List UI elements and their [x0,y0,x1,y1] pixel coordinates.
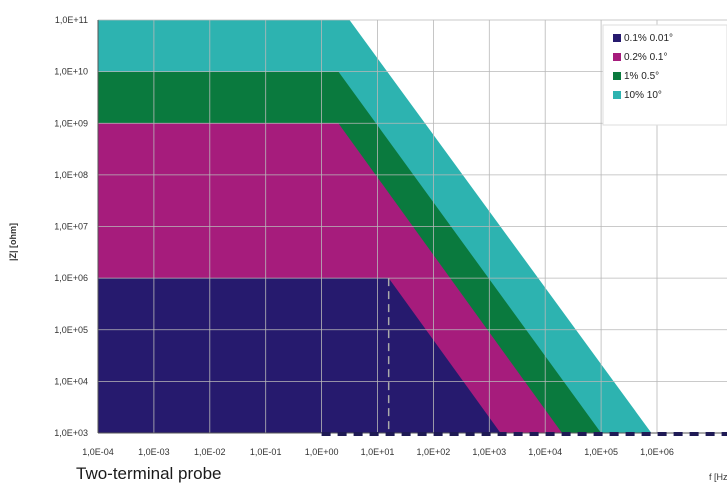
x-tick-label-3: 1,0E-01 [250,447,282,457]
dashed-guides [321,278,727,436]
legend-swatch-2 [613,72,621,80]
legend-swatch-1 [613,53,621,61]
y-tick-label-0: 1,0E+03 [54,428,88,438]
y-tick-label-5: 1,0E+08 [54,170,88,180]
y-tick-label-1: 1,0E+04 [54,376,88,386]
legend-label-1: 0.2% 0.1° [624,52,667,63]
x-tick-label-4: 1,0E+00 [305,447,339,457]
legend-label-0: 0.1% 0.01° [624,33,673,44]
x-tick-label-0: 1,0E-04 [82,447,114,457]
y-axis-label: |Z| [ohm] [8,223,18,261]
x-tick-labels: 1,0E-04 1,0E-03 1,0E-02 1,0E-01 1,0E+00 1,0E+… [82,447,674,457]
y-tick-labels: 1,0E+03 1,0E+04 1,0E+05 1,0E+06 1,0E+07 1,0E+… [54,15,88,438]
x-tick-label-8: 1,0E+04 [528,447,562,457]
legend: 0.1% 0.01° 0.2% 0.1° 1% 0.5° 10% 10° [602,24,727,126]
legend-box [602,24,727,126]
x-tick-label-2: 1,0E-02 [194,447,226,457]
legend-swatch-0 [613,34,621,42]
probe-caption: Two-terminal probe [76,464,222,483]
x-tick-label-5: 1,0E+01 [361,447,395,457]
legend-label-3: 10% 10° [624,90,662,101]
y-tick-label-4: 1,0E+07 [54,222,88,232]
x-tick-label-7: 1,0E+03 [472,447,506,457]
x-tick-label-10: 1,0E+06 [640,447,674,457]
y-tick-label-7: 1,0E+10 [54,67,88,77]
x-tick-label-1: 1,0E-03 [138,447,170,457]
x-axis-label: f [Hz] [709,472,727,482]
x-tick-label-6: 1,0E+02 [417,447,451,457]
y-tick-label-6: 1,0E+09 [54,118,88,128]
axes [97,20,727,434]
x-tick-label-9: 1,0E+05 [584,447,618,457]
y-tick-label-2: 1,0E+05 [54,325,88,335]
y-tick-label-3: 1,0E+06 [54,273,88,283]
y-tick-label-8: 1,0E+11 [55,15,88,25]
legend-swatch-3 [613,91,621,99]
area-series-3 [98,278,501,433]
legend-label-2: 1% 0.5° [624,71,659,82]
